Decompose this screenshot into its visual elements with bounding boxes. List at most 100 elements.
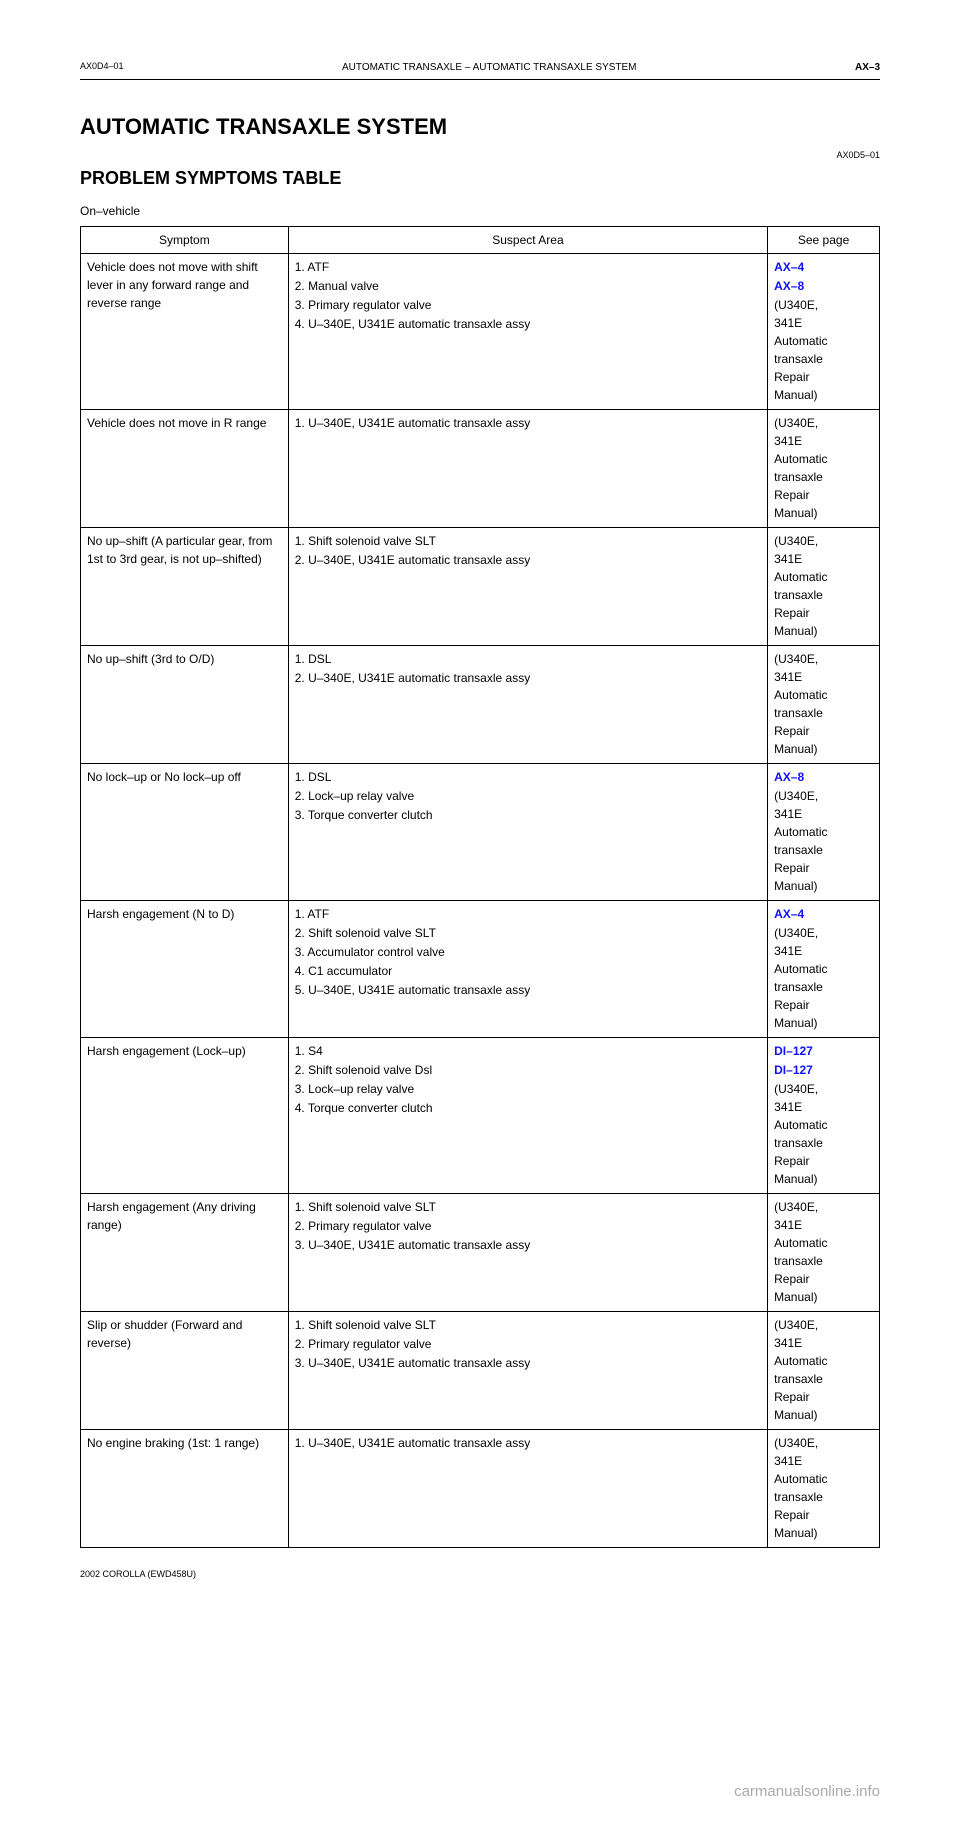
- table-row: Harsh engagement (N to D)1. ATF2. Shift …: [81, 900, 880, 1037]
- symptom-cell: No up–shift (3rd to O/D): [81, 645, 289, 763]
- table-row: Harsh engagement (Any driving range)1. S…: [81, 1193, 880, 1311]
- page-number: AX–3: [855, 60, 880, 75]
- symptom-cell: No engine braking (1st: 1 range): [81, 1429, 289, 1547]
- list-item: 1. Shift solenoid valve SLT: [295, 532, 761, 551]
- table-row: No up–shift (A particular gear, from 1st…: [81, 527, 880, 645]
- bottom-doc-line: 2002 COROLLA (EWD458U): [80, 1568, 880, 1582]
- suspect-cell: 1. ATF2. Shift solenoid valve SLT3. Accu…: [288, 900, 767, 1037]
- list-item: 2. U–340E, U341E automatic transaxle ass…: [295, 669, 761, 688]
- symptom-cell: No lock–up or No lock–up off: [81, 763, 289, 900]
- table-header-row: Symptom Suspect Area See page: [81, 226, 880, 253]
- page-link[interactable]: DI–127: [774, 1063, 813, 1077]
- list-item: 1. S4: [295, 1042, 761, 1061]
- symptom-cell: No up–shift (A particular gear, from 1st…: [81, 527, 289, 645]
- list-item: 1. Shift solenoid valve SLT: [295, 1316, 761, 1335]
- list-item: (U340E,341EAutomatictransaxleRepairManua…: [774, 924, 873, 1033]
- page-cell: DI–127 DI–127 (U340E,341EAutomatictransaxl…: [768, 1037, 880, 1193]
- col-symptom: Symptom: [81, 226, 289, 253]
- page-link[interactable]: AX–8: [774, 279, 804, 293]
- symptom-cell: Harsh engagement (Lock–up): [81, 1037, 289, 1193]
- list-item: 2. Primary regulator valve: [295, 1217, 761, 1236]
- list-item: 4. Torque converter clutch: [295, 1099, 761, 1118]
- list-item[interactable]: AX–8: [774, 768, 873, 787]
- list-item: 1. ATF: [295, 905, 761, 924]
- page-cell: AX–8 (U340E,341EAutomatictransaxleRepairM…: [768, 763, 880, 900]
- list-item: 1. DSL: [295, 650, 761, 669]
- suspect-cell: 1. DSL2. U–340E, U341E automatic transax…: [288, 645, 767, 763]
- page-cell: (U340E,341EAutomatictransaxleRepairManua…: [768, 527, 880, 645]
- page-link[interactable]: DI–127: [774, 1044, 813, 1058]
- table-row: Slip or shudder (Forward and reverse)1. …: [81, 1311, 880, 1429]
- list-item: 3. Lock–up relay valve: [295, 1080, 761, 1099]
- list-item: 2. U–340E, U341E automatic transaxle ass…: [295, 551, 761, 570]
- list-item: 2. Primary regulator valve: [295, 1335, 761, 1354]
- footer-watermark: carmanualsonline.info: [80, 1781, 880, 1804]
- list-item[interactable]: AX–4: [774, 258, 873, 277]
- list-item: (U340E,341EAutomatictransaxleRepairManua…: [774, 1198, 873, 1307]
- page-title: AUTOMATIC TRANSAXLE – AUTOMATIC TRANSAXL…: [124, 60, 855, 75]
- page-link[interactable]: AX–8: [774, 770, 804, 784]
- list-item: (U340E,341EAutomatictransaxleRepairManua…: [774, 650, 873, 759]
- list-item: 1. DSL: [295, 768, 761, 787]
- list-item: 4. C1 accumulator: [295, 962, 761, 981]
- page-cell: AX–4 AX–8 (U340E,341EAutomatictransaxleRep…: [768, 253, 880, 409]
- list-item: 2. Shift solenoid valve Dsl: [295, 1061, 761, 1080]
- page-cell: (U340E,341EAutomatictransaxleRepairManua…: [768, 1311, 880, 1429]
- symptom-cell: Vehicle does not move in R range: [81, 409, 289, 527]
- list-item: (U340E,341EAutomatictransaxleRepairManua…: [774, 1080, 873, 1189]
- list-item[interactable]: DI–127: [774, 1061, 873, 1080]
- col-page: See page: [768, 226, 880, 253]
- page-link[interactable]: AX–4: [774, 907, 804, 921]
- page-link[interactable]: AX–4: [774, 260, 804, 274]
- sub-heading: PROBLEM SYMPTOMS TABLE: [80, 165, 880, 192]
- table-row: No lock–up or No lock–up off1. DSL2. Loc…: [81, 763, 880, 900]
- suspect-cell: 1. Shift solenoid valve SLT2. U–340E, U3…: [288, 527, 767, 645]
- list-item: (U340E,341EAutomatictransaxleRepairManua…: [774, 1316, 873, 1425]
- list-item: 1. U–340E, U341E automatic transaxle ass…: [295, 414, 761, 433]
- suspect-cell: 1. U–340E, U341E automatic transaxle ass…: [288, 409, 767, 527]
- list-item[interactable]: AX–8: [774, 277, 873, 296]
- symptom-cell: Vehicle does not move with shift lever i…: [81, 253, 289, 409]
- table-row: No up–shift (3rd to O/D)1. DSL2. U–340E,…: [81, 645, 880, 763]
- table-row: Vehicle does not move in R range 1. U–340…: [81, 409, 880, 527]
- suspect-cell: 1. ATF2. Manual valve3. Primary regulato…: [288, 253, 767, 409]
- list-item: 5. U–340E, U341E automatic transaxle ass…: [295, 981, 761, 1000]
- page-cell: (U340E,341EAutomatictransaxleRepairManua…: [768, 1429, 880, 1547]
- suspect-cell: 1. Shift solenoid valve SLT2. Primary re…: [288, 1193, 767, 1311]
- list-item: (U340E,341EAutomatictransaxleRepairManua…: [774, 296, 873, 405]
- list-item: 2. Shift solenoid valve SLT: [295, 924, 761, 943]
- list-item: 2. Manual valve: [295, 277, 761, 296]
- page-header: AX0D4–01 AUTOMATIC TRANSAXLE – AUTOMATIC…: [80, 60, 880, 75]
- problems-table: Symptom Suspect Area See page Vehicle do…: [80, 226, 880, 1548]
- sub-code: AX0D5–01: [80, 149, 880, 163]
- suspect-cell: 1. U–340E, U341E automatic transaxle ass…: [288, 1429, 767, 1547]
- list-item: (U340E,341EAutomatictransaxleRepairManua…: [774, 532, 873, 641]
- list-item: 3. U–340E, U341E automatic transaxle ass…: [295, 1354, 761, 1373]
- list-item: (U340E,341EAutomatictransaxleRepairManua…: [774, 414, 873, 523]
- list-item: (U340E,341EAutomatictransaxleRepairManua…: [774, 787, 873, 896]
- page-cell: (U340E,341EAutomatictransaxleRepairManua…: [768, 1193, 880, 1311]
- list-item: 3. U–340E, U341E automatic transaxle ass…: [295, 1236, 761, 1255]
- page-cell: (U340E,341EAutomatictransaxleRepairManua…: [768, 645, 880, 763]
- main-heading: AUTOMATIC TRANSAXLE SYSTEM: [80, 110, 880, 143]
- list-item[interactable]: DI–127: [774, 1042, 873, 1061]
- page-cell: AX–4 (U340E,341EAutomatictransaxleRepairM…: [768, 900, 880, 1037]
- symptom-cell: Slip or shudder (Forward and reverse): [81, 1311, 289, 1429]
- list-item: 3. Torque converter clutch: [295, 806, 761, 825]
- suspect-cell: 1. DSL2. Lock–up relay valve3. Torque co…: [288, 763, 767, 900]
- table-row: Vehicle does not move with shift lever i…: [81, 253, 880, 409]
- header-divider: [80, 79, 880, 80]
- list-item[interactable]: AX–4: [774, 905, 873, 924]
- list-item: 4. U–340E, U341E automatic transaxle ass…: [295, 315, 761, 334]
- list-item: 2. Lock–up relay valve: [295, 787, 761, 806]
- suspect-cell: 1. Shift solenoid valve SLT2. Primary re…: [288, 1311, 767, 1429]
- section-intro: On–vehicle: [80, 202, 880, 220]
- list-item: 1. Shift solenoid valve SLT: [295, 1198, 761, 1217]
- list-item: 1. ATF: [295, 258, 761, 277]
- suspect-cell: 1. S42. Shift solenoid valve Dsl3. Lock–…: [288, 1037, 767, 1193]
- list-item: (U340E,341EAutomatictransaxleRepairManua…: [774, 1434, 873, 1543]
- symptom-cell: Harsh engagement (Any driving range): [81, 1193, 289, 1311]
- table-row: Harsh engagement (Lock–up)1. S42. Shift …: [81, 1037, 880, 1193]
- list-item: 3. Accumulator control valve: [295, 943, 761, 962]
- symptom-cell: Harsh engagement (N to D): [81, 900, 289, 1037]
